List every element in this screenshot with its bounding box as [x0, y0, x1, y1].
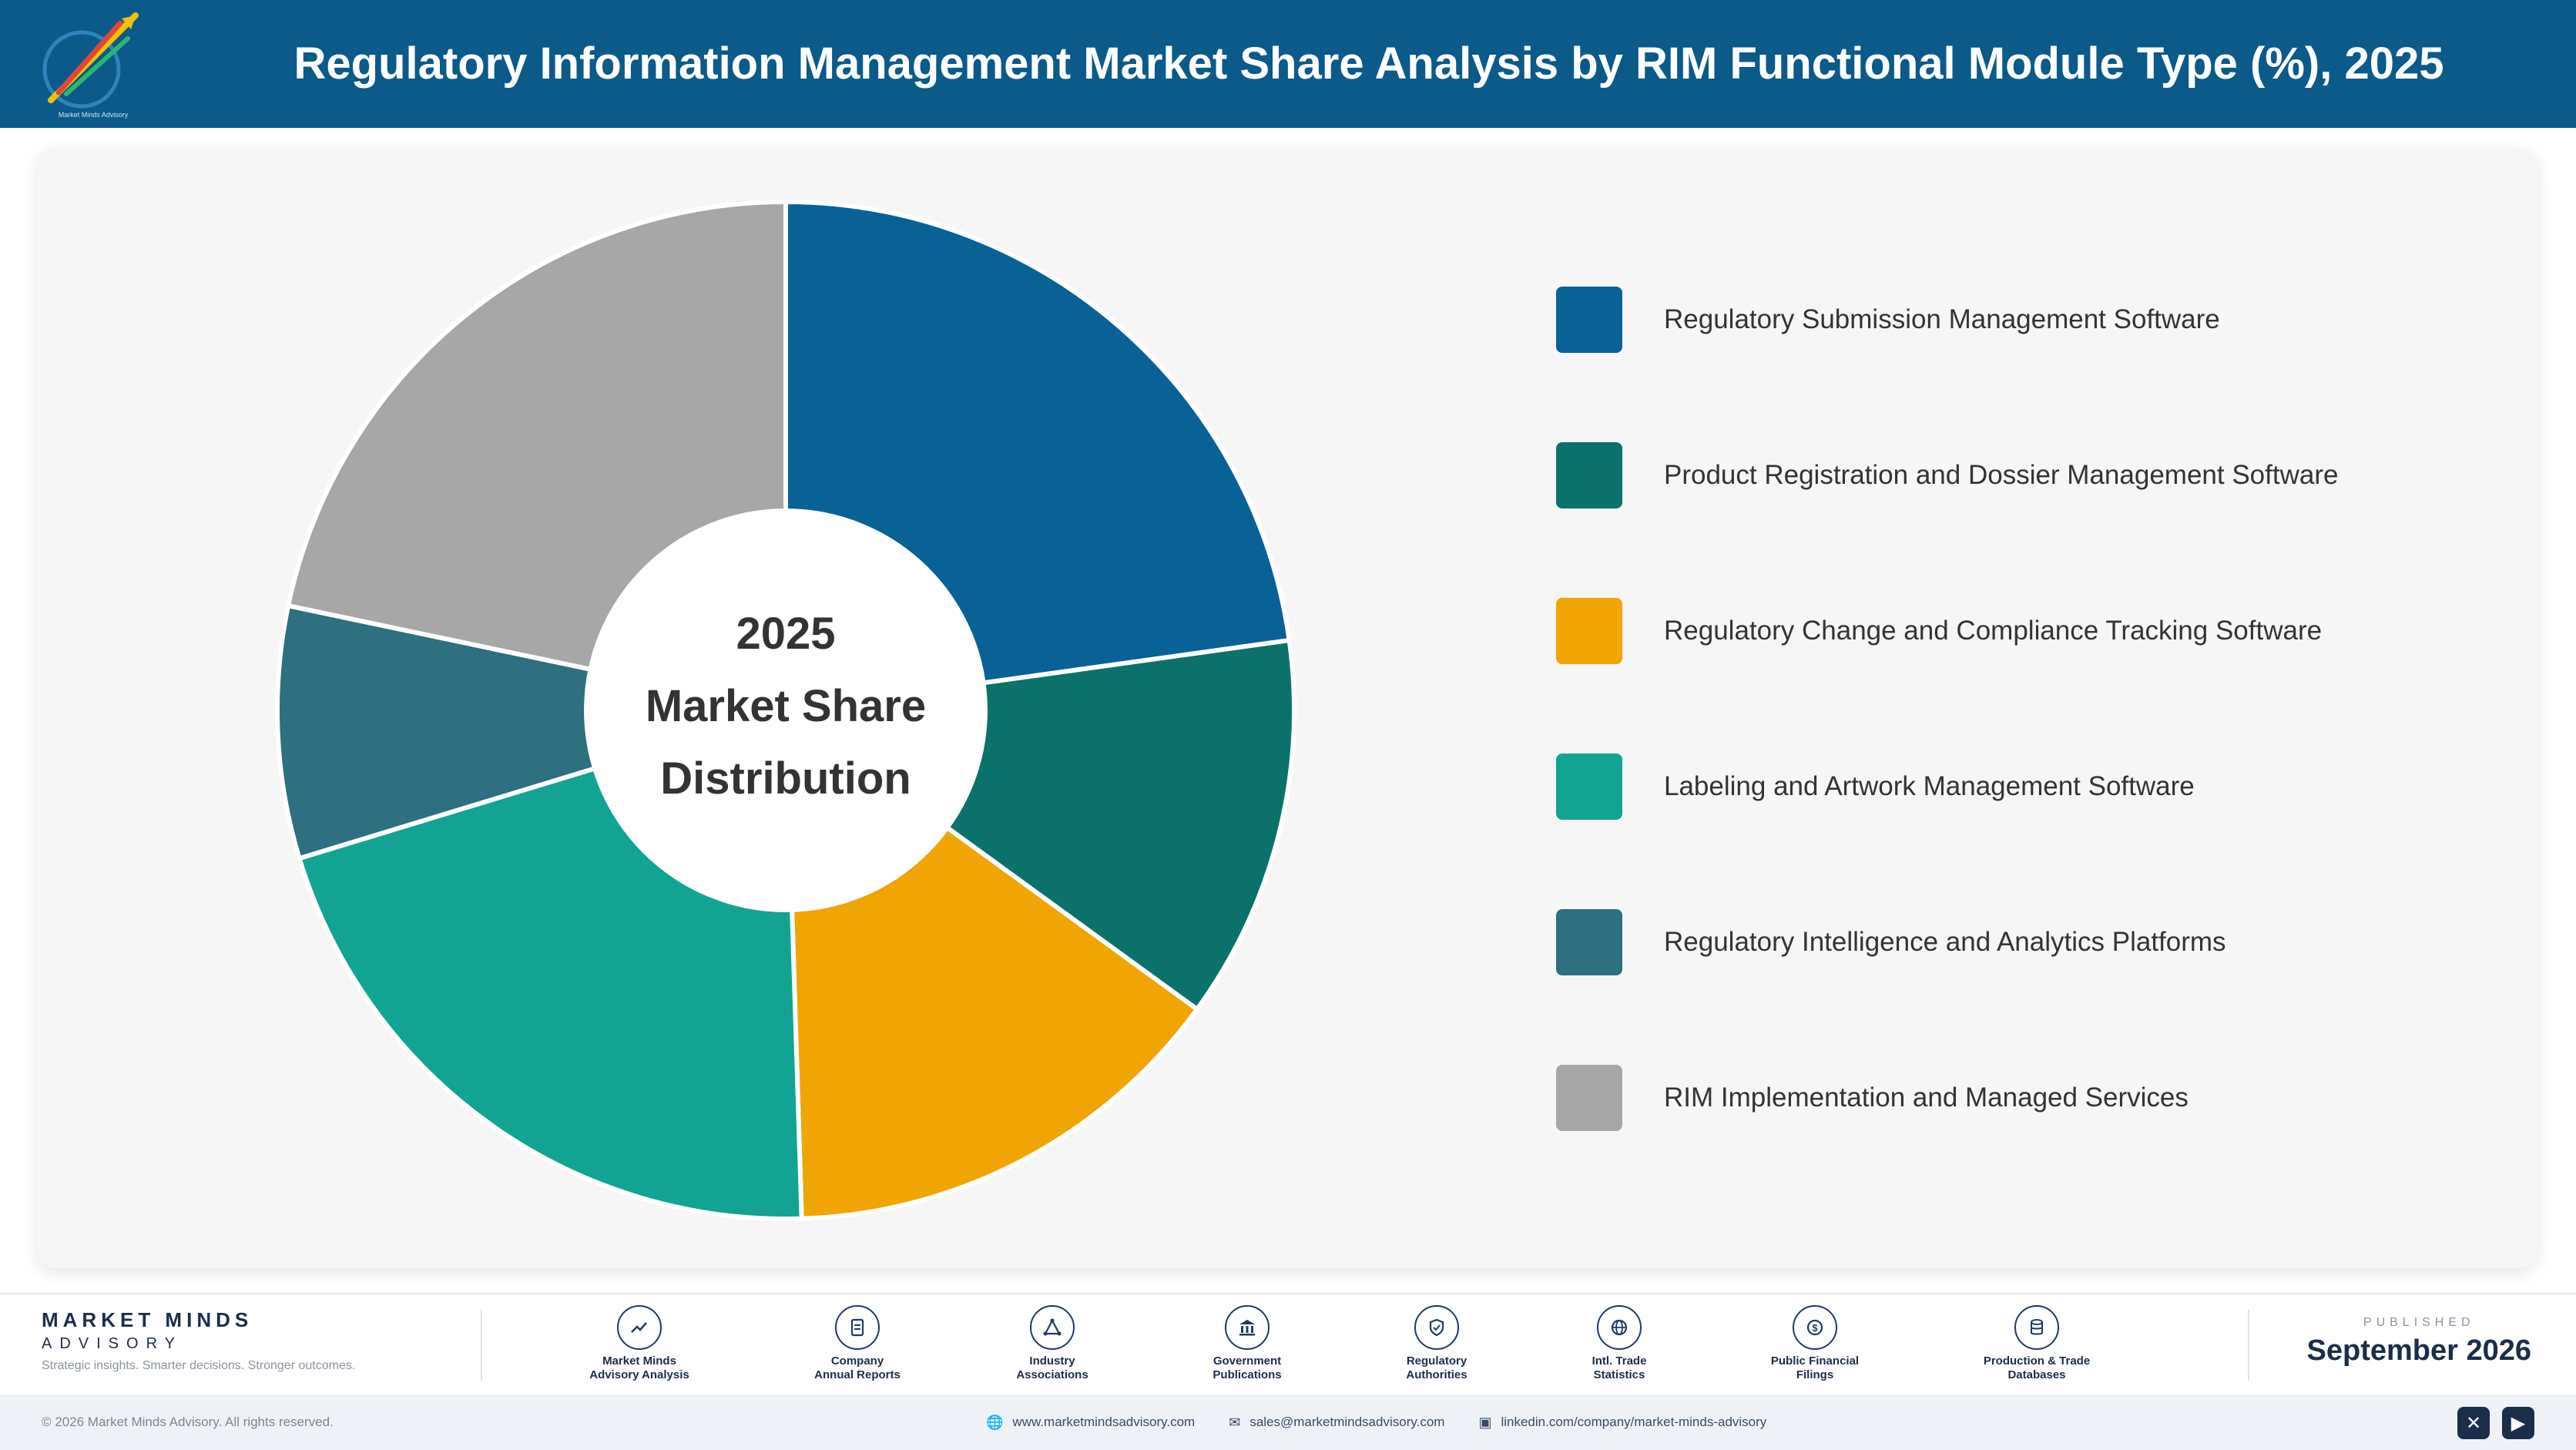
source-label: Regulatory Authorities: [1406, 1354, 1467, 1381]
center-hole: [584, 509, 988, 912]
legend-item: Regulatory Change and Compliance Trackin…: [1556, 598, 2519, 664]
legend-swatch: [1556, 287, 1622, 353]
source-label: Production & Trade Databases: [1983, 1354, 2091, 1381]
svg-text:Market Minds Advisory: Market Minds Advisory: [59, 111, 129, 119]
brand-name: MARKET MINDS: [42, 1308, 253, 1331]
source-label: Government Publications: [1213, 1354, 1282, 1381]
source-item: Company Annual Reports: [773, 1305, 942, 1382]
data-sources: Market Minds Advisory Analysis Company Ann…: [555, 1305, 2188, 1391]
svg-text:$: $: [1812, 1322, 1818, 1334]
published-date: September 2026: [2306, 1334, 2532, 1367]
footer-sources-bar: MARKET MINDS ADVISORY Strategic insights…: [0, 1293, 2576, 1396]
legend-swatch: [1556, 1065, 1622, 1131]
source-item: Production & Trade Databases: [1952, 1305, 2122, 1382]
document-icon: [835, 1305, 880, 1350]
chart-legend: Regulatory Submission Management Softwar…: [1556, 287, 2519, 1220]
trend-icon: [617, 1305, 662, 1350]
email-link[interactable]: ✉ sales@marketmindsadvisory.com: [1229, 1414, 1445, 1430]
source-label: Intl. Trade Statistics: [1592, 1354, 1647, 1381]
website-link[interactable]: 🌐 www.marketmindsadvisory.com: [986, 1414, 1196, 1430]
footer-brand: MARKET MINDS ADVISORY Strategic insights…: [42, 1308, 355, 1373]
government-icon: [1225, 1305, 1270, 1350]
company-logo: Market Minds Advisory: [42, 12, 139, 119]
legend-label: RIM Implementation and Managed Services: [1664, 1082, 2189, 1113]
source-label: Public Financial Filings: [1770, 1354, 1860, 1381]
legend-item: RIM Implementation and Managed Services: [1556, 1065, 2519, 1131]
legend-swatch: [1556, 442, 1622, 509]
globe-icon: [1597, 1305, 1642, 1350]
published-label: PUBLISHED: [2363, 1316, 2475, 1329]
legend-label: Product Registration and Dossier Managem…: [1664, 460, 2339, 490]
center-label-line2: Market Share: [646, 681, 926, 731]
source-label: Company Annual Reports: [814, 1354, 901, 1381]
linkedin-icon: ▣: [1478, 1414, 1492, 1430]
center-label-line3: Distribution: [660, 754, 911, 804]
legend-item: Labeling and Artwork Management Software: [1556, 754, 2519, 820]
network-icon: [1030, 1305, 1075, 1350]
source-label: Market Minds Advisory Analysis: [589, 1354, 689, 1381]
legend-swatch: [1556, 909, 1622, 975]
legend-swatch: [1556, 598, 1622, 664]
center-label-year: 2025: [736, 609, 835, 659]
source-item: Regulatory Authorities: [1352, 1305, 1521, 1382]
footer-divider: [481, 1310, 482, 1381]
database-icon: [2014, 1305, 2059, 1350]
youtube-icon[interactable]: ▶: [2502, 1407, 2534, 1439]
brand-tagline: Strategic insights. Smarter decisions. S…: [42, 1359, 356, 1372]
legend-item: Regulatory Intelligence and Analytics Pl…: [1556, 909, 2519, 975]
chart-card: 2025 Market Share Distribution Regulator…: [37, 148, 2537, 1268]
page-title: Regulatory Information Management Market…: [293, 39, 2444, 89]
footer-divider: [2248, 1310, 2249, 1381]
legend-swatch: [1556, 754, 1622, 820]
x-icon[interactable]: ✕: [2457, 1407, 2490, 1439]
source-item: $ Public Financial Filings: [1730, 1305, 1900, 1382]
social-links: ✕ ▶: [2445, 1407, 2534, 1439]
legend-item: Product Registration and Dossier Managem…: [1556, 442, 2519, 509]
source-item: Intl. Trade Statistics: [1535, 1305, 1704, 1382]
source-item: Industry Associations: [968, 1305, 1137, 1382]
legend-label: Regulatory Change and Compliance Trackin…: [1664, 616, 2323, 646]
linkedin-link[interactable]: ▣ linkedin.com/company/market-minds-advi…: [1478, 1414, 1767, 1430]
source-item: Market Minds Advisory Analysis: [555, 1305, 724, 1382]
mail-icon: ✉: [1229, 1414, 1241, 1430]
source-item: Government Publications: [1162, 1305, 1332, 1382]
published-block: PUBLISHED September 2026: [2307, 1316, 2532, 1368]
globe-icon: 🌐: [986, 1414, 1004, 1430]
shield-icon: [1414, 1305, 1459, 1350]
footer-contact-bar: © 2026 Market Minds Advisory. All rights…: [0, 1395, 2576, 1450]
pie-chart: 2025 Market Share Distribution: [275, 199, 1296, 1221]
pie-slice: [275, 602, 787, 861]
legend-label: Regulatory Submission Management Softwar…: [1664, 304, 2220, 334]
contact-links: 🌐 www.marketmindsadvisory.com ✉ sales@ma…: [986, 1395, 1800, 1450]
legend-item: Regulatory Submission Management Softwar…: [1556, 287, 2519, 353]
dollar-icon: $: [1793, 1305, 1837, 1350]
legend-label: Regulatory Intelligence and Analytics Pl…: [1664, 927, 2226, 957]
brand-subtitle: ADVISORY: [42, 1335, 183, 1352]
legend-label: Labeling and Artwork Management Software: [1664, 771, 2195, 801]
source-label: Industry Associations: [1016, 1354, 1088, 1381]
header-bar: Market Minds Advisory Regulatory Informa…: [0, 0, 2576, 128]
copyright-text: © 2026 Market Minds Advisory. All rights…: [42, 1415, 334, 1429]
